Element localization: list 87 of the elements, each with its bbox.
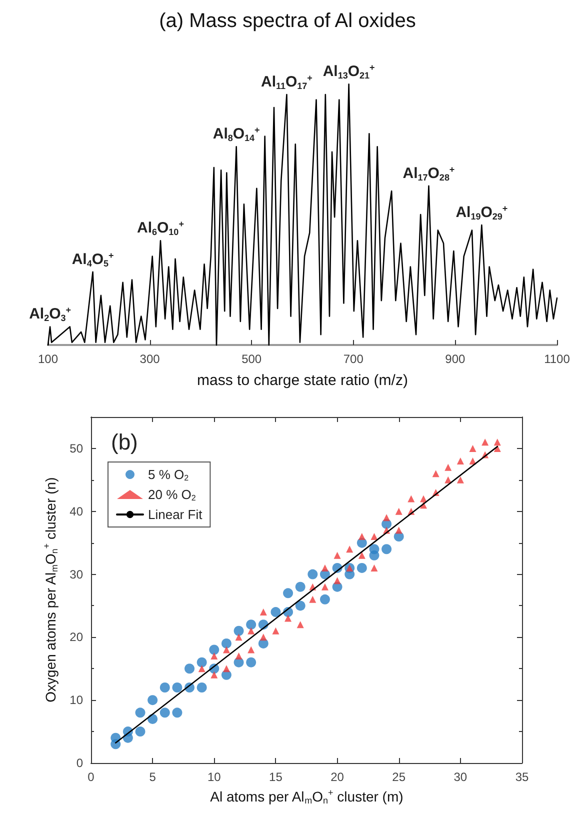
point	[469, 444, 476, 452]
x-tick-label: 30	[454, 770, 468, 784]
point	[246, 657, 256, 668]
point	[222, 646, 230, 654]
point	[221, 638, 232, 648]
y-tick-label: 50	[70, 441, 84, 456]
point	[272, 627, 280, 634]
point	[383, 514, 390, 522]
point	[198, 665, 206, 672]
point	[248, 646, 255, 654]
y-axis-title: Oxygen atoms per AlmOn+ cluster (n)	[41, 477, 60, 702]
point	[346, 546, 354, 553]
point	[334, 552, 341, 559]
x-tick-label: 700	[343, 352, 364, 366]
point	[420, 495, 427, 502]
point	[358, 552, 366, 559]
point	[321, 583, 328, 590]
x-tick-label: 20	[330, 770, 344, 784]
point	[260, 634, 267, 641]
x-tick-label: 5	[149, 770, 156, 784]
point	[308, 569, 318, 580]
x-tick-label: 1100	[544, 352, 570, 366]
x-tick-label: 0	[88, 770, 95, 784]
point	[444, 464, 452, 471]
x-tick-label: 300	[140, 352, 160, 366]
point	[248, 627, 255, 634]
point	[135, 708, 146, 718]
point	[320, 594, 330, 604]
point	[210, 671, 218, 678]
point	[370, 533, 378, 540]
point	[295, 582, 306, 592]
point	[432, 470, 440, 478]
point	[283, 588, 294, 598]
x-tick-label: 900	[445, 352, 466, 366]
point	[209, 644, 220, 655]
x-tick-label: 15	[269, 770, 283, 784]
point	[235, 652, 242, 660]
y-tick-label: 10	[70, 693, 84, 708]
point	[334, 577, 341, 584]
point	[309, 596, 316, 603]
point	[184, 664, 195, 674]
point	[382, 544, 392, 554]
point	[395, 508, 402, 515]
point	[196, 657, 207, 668]
point	[408, 495, 415, 502]
legend-label: Linear Fit	[148, 507, 203, 522]
point	[469, 458, 476, 465]
point	[369, 544, 380, 554]
x-tick-label: 25	[392, 770, 406, 784]
point	[172, 682, 182, 693]
point	[148, 695, 158, 706]
x-tick-label: 35	[515, 770, 529, 784]
point	[172, 708, 182, 718]
point	[295, 600, 306, 611]
point	[246, 620, 256, 630]
x-tick-label: 100	[38, 352, 58, 366]
y-tick-label: 0	[76, 756, 84, 770]
y-tick-label: 40	[70, 504, 84, 518]
y-tick-label: 20	[70, 630, 84, 644]
point	[456, 476, 464, 484]
x-tick-label: 10	[207, 770, 222, 784]
point	[321, 564, 328, 572]
point	[395, 526, 402, 534]
point	[270, 607, 281, 618]
point	[296, 621, 304, 628]
point	[356, 562, 367, 573]
point	[260, 608, 267, 616]
x-axis-title: mass to charge state ratio (m/z)	[197, 372, 408, 389]
point	[210, 652, 218, 660]
point	[284, 614, 292, 622]
point	[234, 626, 244, 636]
point	[358, 533, 366, 540]
text: (b)	[111, 430, 138, 454]
y-tick-label: 30	[70, 567, 84, 582]
point	[456, 458, 464, 465]
point	[160, 708, 170, 718]
point	[222, 665, 230, 672]
x-tick-label: 500	[242, 352, 262, 366]
point	[494, 438, 501, 446]
point	[482, 438, 489, 446]
point	[160, 682, 170, 693]
chart-title: (a) Mass spectra of Al oxides	[159, 10, 416, 32]
point	[370, 564, 378, 572]
point	[196, 682, 207, 693]
point	[444, 476, 452, 484]
point	[135, 726, 146, 737]
point	[235, 634, 242, 641]
